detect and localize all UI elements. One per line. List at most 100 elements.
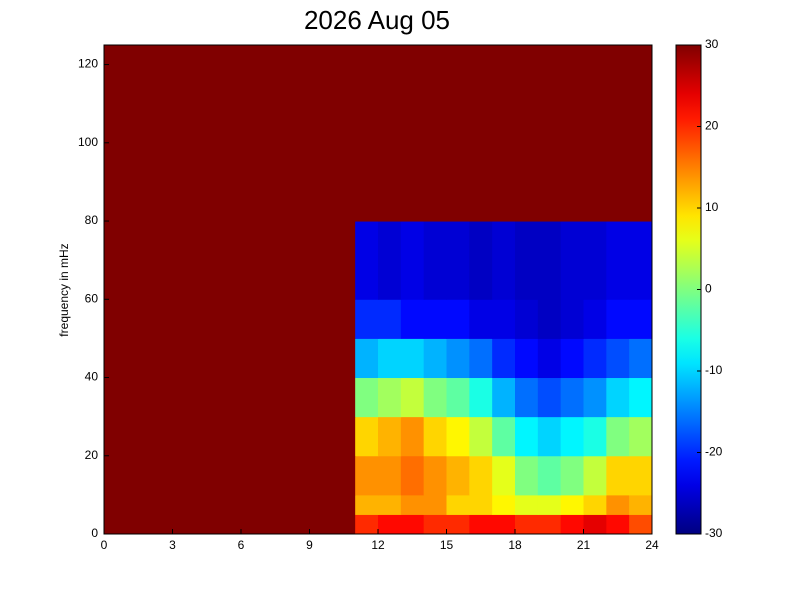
heatmap-cell: [560, 142, 584, 222]
heatmap-cell: [149, 494, 173, 515]
heatmap-cell: [423, 377, 447, 418]
heatmap-cell: [515, 494, 539, 515]
heatmap-cell: [309, 338, 333, 379]
heatmap-cell: [400, 416, 425, 457]
heatmap-cell: [629, 416, 653, 457]
heatmap-cell: [126, 45, 151, 144]
heatmap-cell: [332, 221, 356, 300]
heatmap-cell: [378, 377, 402, 418]
heatmap-cell: [241, 45, 265, 144]
heatmap-cell: [629, 514, 653, 535]
heatmap-cell: [378, 455, 402, 496]
heatmap-cell: [583, 514, 607, 535]
heatmap-cell: [560, 377, 584, 418]
heatmap-cell: [126, 299, 151, 339]
heatmap-cell: [446, 221, 470, 300]
heatmap-cell: [469, 494, 493, 515]
heatmap-cell: [515, 377, 539, 418]
heatmap: [104, 45, 653, 535]
heatmap-cell: [560, 514, 584, 535]
x-tick-label: 21: [577, 538, 591, 552]
heatmap-cell: [172, 45, 196, 144]
heatmap-cell: [492, 455, 516, 496]
heatmap-cell: [263, 299, 288, 339]
heatmap-cell: [332, 338, 356, 379]
heatmap-cell: [355, 45, 379, 144]
heatmap-cell: [332, 45, 356, 144]
heatmap-cell: [378, 514, 402, 535]
x-tick-label: 15: [440, 538, 454, 552]
heatmap-cell: [195, 514, 219, 535]
heatmap-cell: [492, 221, 516, 300]
colorbar: [675, 44, 702, 535]
heatmap-cell: [126, 142, 151, 222]
heatmap-cell: [606, 45, 630, 144]
heatmap-cell: [378, 221, 402, 300]
heatmap-cell: [104, 377, 128, 418]
heatmap-cell: [446, 45, 470, 144]
heatmap-cell: [218, 221, 242, 300]
heatmap-cell: [400, 494, 425, 515]
heatmap-cell: [104, 514, 128, 535]
heatmap-cell: [583, 416, 607, 457]
heatmap-cell: [195, 45, 219, 144]
heatmap-cell: [355, 299, 379, 339]
heatmap-cell: [355, 494, 379, 515]
heatmap-cell: [469, 416, 493, 457]
heatmap-cell: [583, 494, 607, 515]
heatmap-cell: [583, 455, 607, 496]
heatmap-cell: [355, 142, 379, 222]
heatmap-cell: [629, 142, 653, 222]
x-tick-label: 3: [169, 538, 176, 552]
heatmap-cell: [378, 494, 402, 515]
heatmap-cell: [537, 416, 562, 457]
heatmap-cell: [492, 514, 516, 535]
heatmap-cell: [126, 494, 151, 515]
heatmap-cell: [104, 338, 128, 379]
y-tick-label: 100: [78, 135, 98, 149]
heatmap-cell: [560, 45, 584, 144]
heatmap-cell: [332, 377, 356, 418]
heatmap-cell: [423, 221, 447, 300]
heatmap-cell: [263, 416, 288, 457]
heatmap-cell: [537, 494, 562, 515]
heatmap-cell: [560, 299, 584, 339]
heatmap-cell: [355, 455, 379, 496]
heatmap-cell: [263, 338, 288, 379]
heatmap-cell: [149, 377, 173, 418]
heatmap-cell: [446, 494, 470, 515]
heatmap-cell: [218, 514, 242, 535]
heatmap-cell: [355, 514, 379, 535]
heatmap-cell: [446, 514, 470, 535]
heatmap-cell: [149, 455, 173, 496]
heatmap-cell: [149, 45, 173, 144]
heatmap-cell: [195, 455, 219, 496]
heatmap-cell: [149, 416, 173, 457]
heatmap-cell: [309, 377, 333, 418]
heatmap-cell: [263, 377, 288, 418]
heatmap-cell: [172, 142, 196, 222]
y-tick-label: 0: [91, 526, 98, 540]
heatmap-cell: [263, 221, 288, 300]
heatmap-cell: [104, 455, 128, 496]
heatmap-cell: [104, 45, 128, 144]
x-tick-label: 6: [238, 538, 245, 552]
heatmap-cell: [515, 455, 539, 496]
heatmap-cell: [241, 299, 265, 339]
heatmap-cell: [423, 338, 447, 379]
heatmap-cell: [583, 221, 607, 300]
heatmap-cell: [606, 416, 630, 457]
heatmap-cell: [537, 455, 562, 496]
heatmap-cell: [241, 142, 265, 222]
heatmap-cell: [218, 45, 242, 144]
heatmap-cell: [355, 416, 379, 457]
heatmap-cell: [515, 142, 539, 222]
heatmap-cell: [400, 299, 425, 339]
heatmap-cell: [149, 299, 173, 339]
heatmap-cell: [104, 494, 128, 515]
heatmap-cell: [218, 455, 242, 496]
heatmap-cell: [423, 455, 447, 496]
heatmap-cell: [309, 455, 333, 496]
heatmap-cell: [515, 416, 539, 457]
heatmap-cell: [241, 338, 265, 379]
